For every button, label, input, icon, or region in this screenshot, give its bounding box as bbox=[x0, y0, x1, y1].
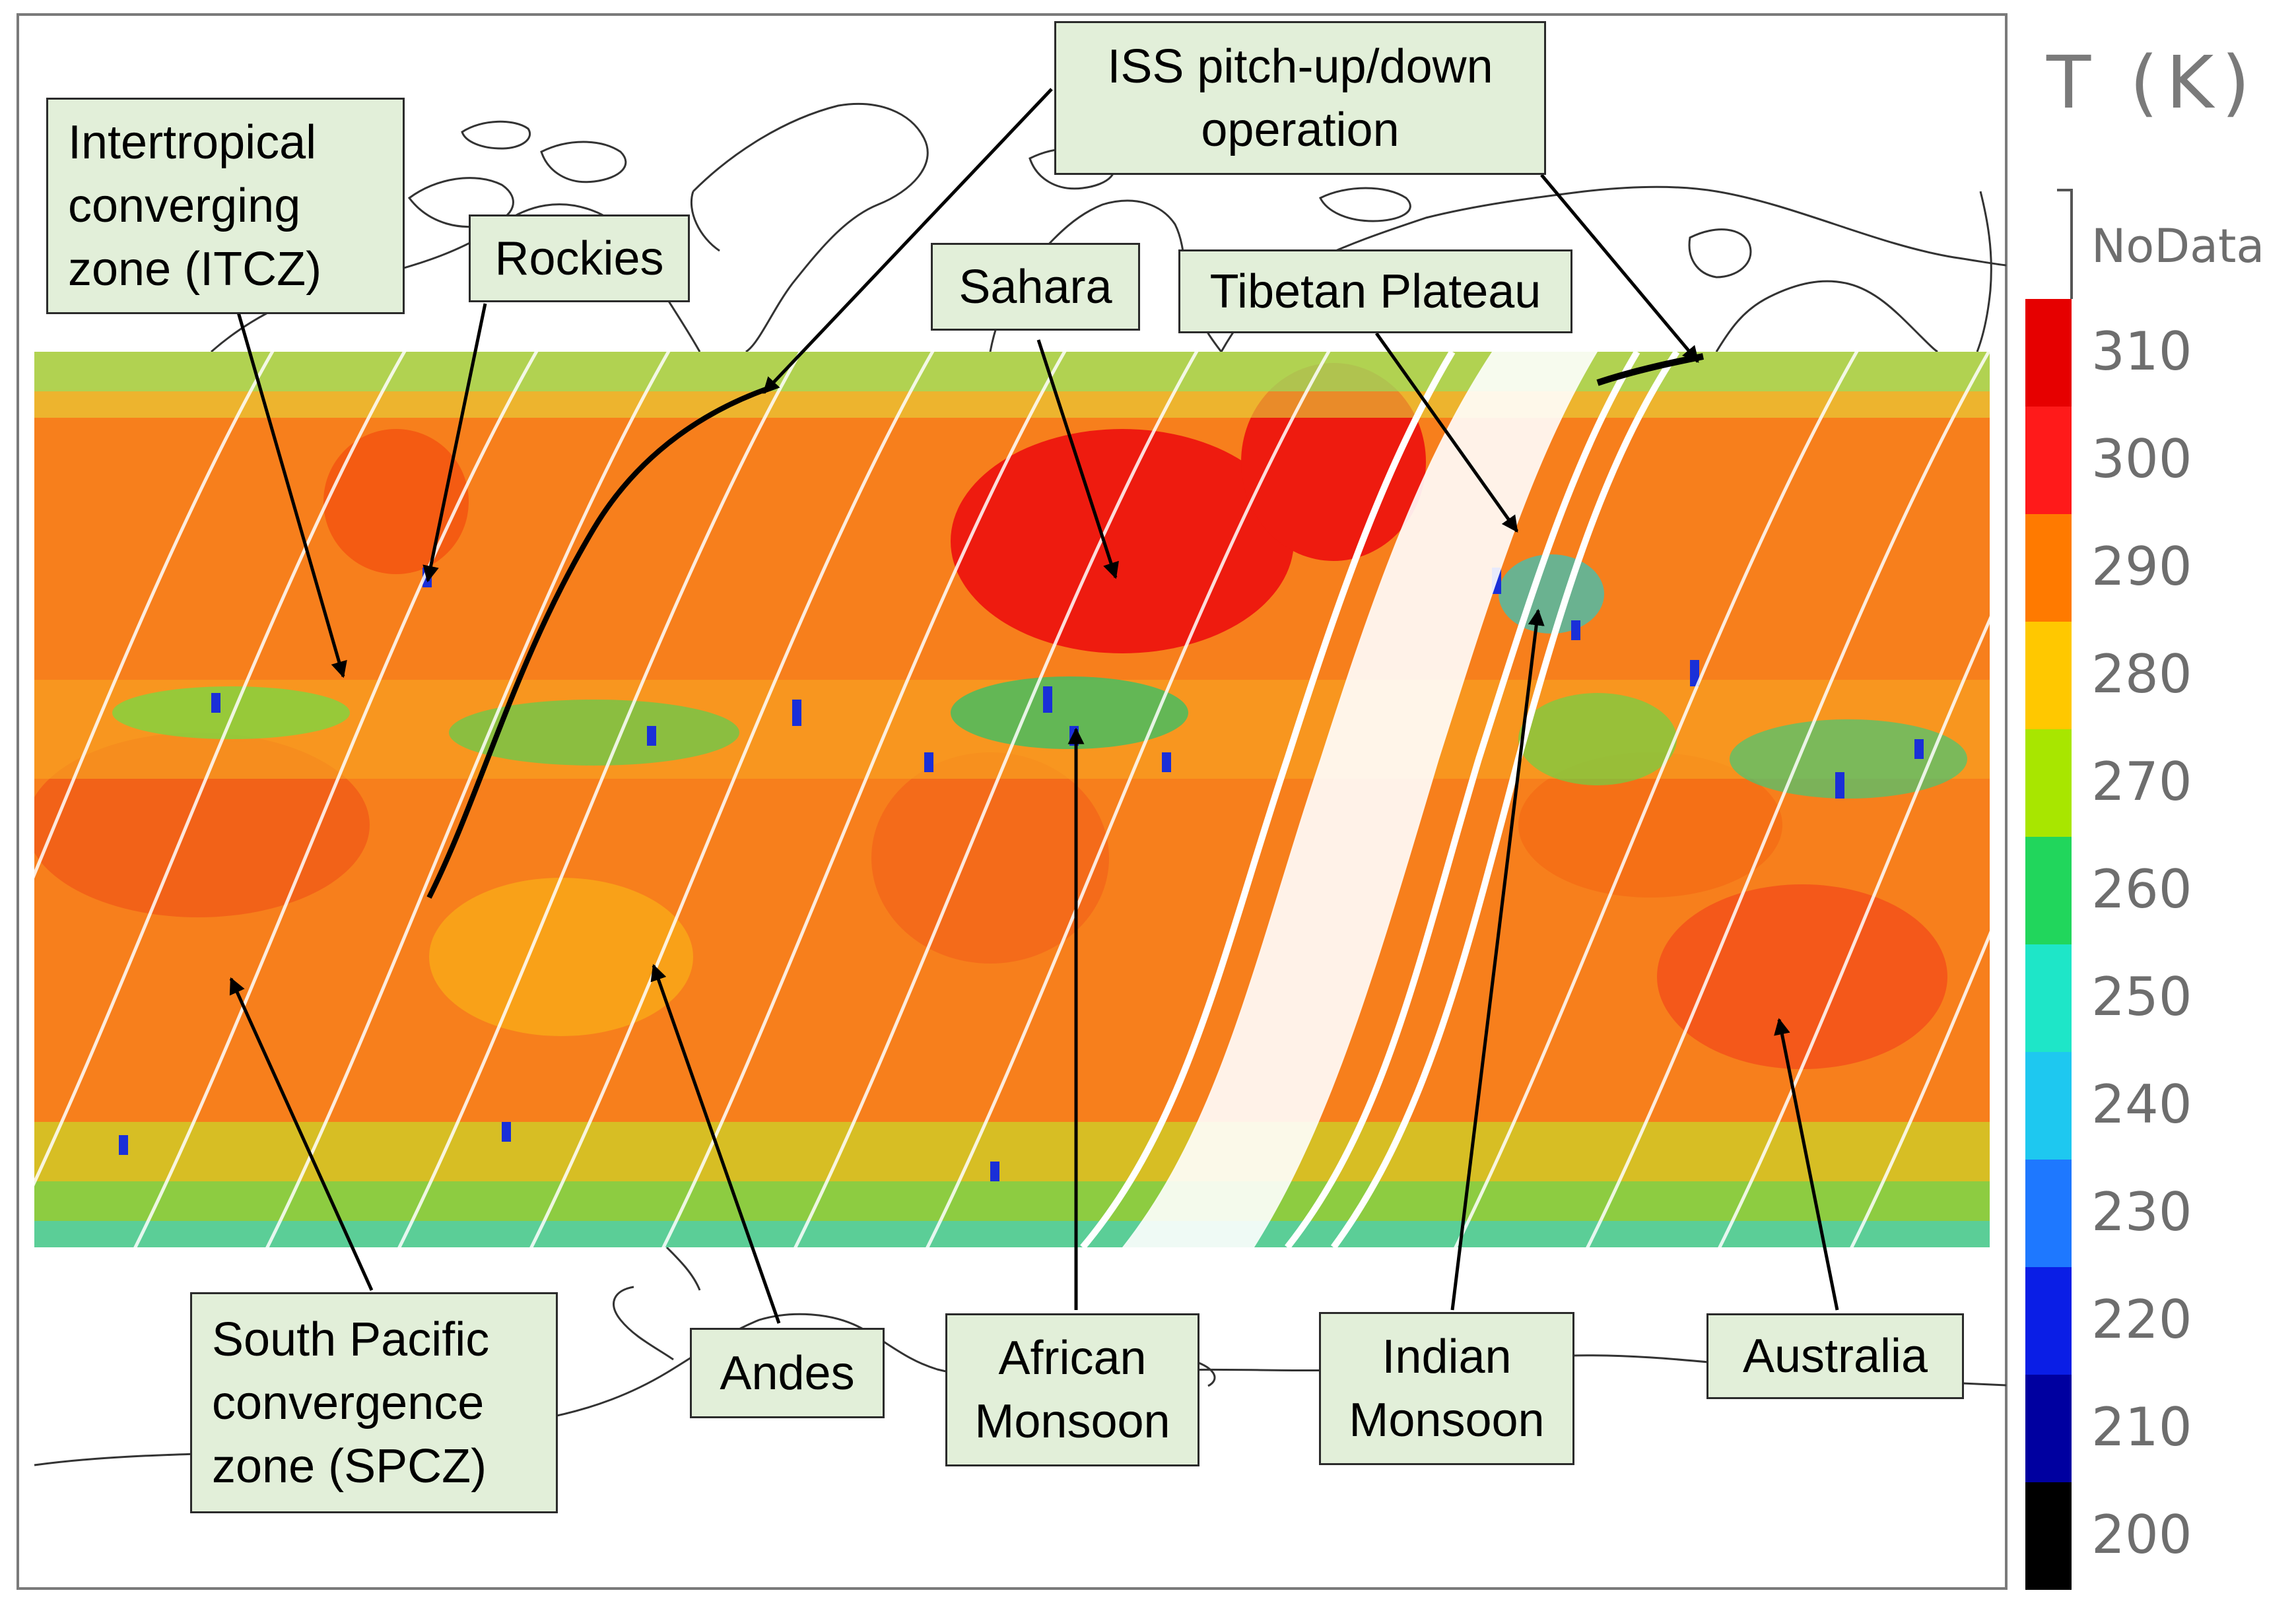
temperature-data-band bbox=[34, 352, 1990, 1247]
callout-andes: Andes bbox=[690, 1328, 885, 1418]
colorbar-swatch-240 bbox=[2025, 1052, 2072, 1160]
arrow-iss-left bbox=[762, 88, 1053, 394]
arrow-spcz bbox=[229, 977, 374, 1292]
colorbar-swatch-260 bbox=[2025, 837, 2072, 944]
colorbar-tick-label-220: 220 bbox=[2091, 1289, 2192, 1350]
colorbar-tick-label-200: 200 bbox=[2091, 1504, 2192, 1565]
colorbar bbox=[2025, 189, 2073, 1590]
arrow-indian-monsoon bbox=[1450, 608, 1545, 1311]
colorbar-tick-label-210: 210 bbox=[2091, 1396, 2192, 1458]
colorbar-swatch-280 bbox=[2025, 622, 2072, 729]
callout-sahara: Sahara bbox=[931, 243, 1140, 331]
colorbar-tick-label-280: 280 bbox=[2091, 643, 2192, 705]
callout-indian-monsoon: Indian Monsoon bbox=[1319, 1312, 1574, 1465]
colorbar-tick-label-300: 300 bbox=[2091, 428, 2192, 490]
arrow-sahara bbox=[1036, 339, 1119, 579]
colorbar-tick-label-230: 230 bbox=[2091, 1181, 2192, 1243]
callout-rockies: Rockies bbox=[469, 214, 690, 302]
colorbar-swatch-200 bbox=[2025, 1482, 2072, 1590]
colorbar-swatch-230 bbox=[2025, 1160, 2072, 1267]
colorbar-tick-label-270: 270 bbox=[2091, 751, 2192, 812]
colorbar-tick-label-250: 250 bbox=[2091, 966, 2192, 1028]
colorbar-swatch-310 bbox=[2025, 299, 2072, 407]
arrow-rockies bbox=[422, 303, 487, 583]
colorbar-tick-label-240: 240 bbox=[2091, 1074, 2192, 1135]
callout-itcz: Intertropical converging zone (ITCZ) bbox=[46, 98, 405, 314]
colorbar-swatch-250 bbox=[2025, 944, 2072, 1052]
callout-australia: Australia bbox=[1706, 1313, 1964, 1399]
colorbar-swatch-300 bbox=[2025, 407, 2072, 514]
callout-iss: ISS pitch-up/down operation bbox=[1054, 21, 1546, 175]
colorbar-swatch-210 bbox=[2025, 1375, 2072, 1482]
callout-spcz: South Pacific convergence zone (SPCZ) bbox=[190, 1292, 558, 1513]
colorbar-tick-label-290: 290 bbox=[2091, 536, 2192, 597]
colorbar-tick-label-260: 260 bbox=[2091, 859, 2192, 920]
colorbar-tick-label-310: 310 bbox=[2091, 321, 2192, 382]
colorbar-swatch-270 bbox=[2025, 729, 2072, 837]
arrow-iss-right bbox=[1540, 174, 1699, 363]
colorbar-nodata-swatch bbox=[2057, 189, 2073, 299]
arrow-itcz bbox=[236, 310, 347, 678]
arrow-australia bbox=[1774, 1018, 1839, 1311]
callout-african-monsoon: African Monsoon bbox=[945, 1313, 1199, 1466]
arrow-tibet bbox=[1374, 332, 1519, 533]
colorbar-title: T (K) bbox=[2046, 40, 2258, 125]
colorbar-swatch-220 bbox=[2025, 1267, 2072, 1375]
annotation-arrows bbox=[229, 88, 1839, 1324]
colorbar-swatch-290 bbox=[2025, 514, 2072, 622]
iss-track bbox=[426, 387, 767, 899]
colorbar-nodata-label: NoData bbox=[2091, 219, 2265, 273]
callout-tibet: Tibetan Plateau bbox=[1178, 249, 1572, 333]
arrow-andes bbox=[650, 964, 781, 1324]
